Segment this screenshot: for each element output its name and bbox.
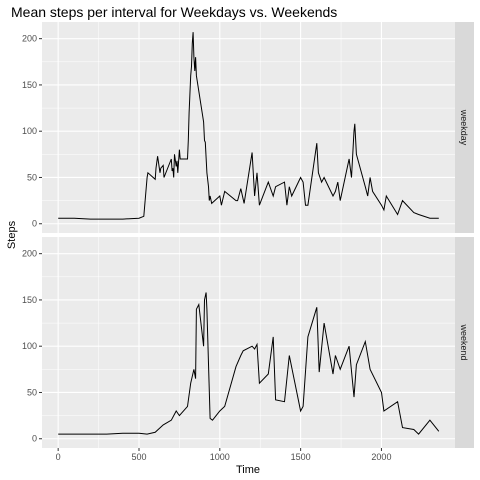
y-tick-label: 150 [22, 295, 37, 305]
y-axis-title: Steps [6, 220, 18, 249]
panel-weekday: weekday [42, 22, 474, 233]
panel-weekday-series-line [58, 32, 439, 220]
panel-weekend-background [42, 237, 455, 448]
panel-weekday-background [42, 22, 455, 233]
x-tick-label: 2000 [371, 452, 391, 462]
y-tick-label: 100 [22, 126, 37, 136]
chart-title: Mean steps per interval for Weekdays vs.… [11, 4, 337, 20]
x-axis-ticks: 0 500 1000 1500 2000 [56, 448, 391, 462]
y-axis-ticks: 0 50 100 150 200 0 50 100 150 200 [22, 34, 42, 444]
panel-weekend: weekend [42, 237, 474, 448]
y-tick-label: 0 [32, 434, 37, 444]
panel-weekend-strip-label: weekend [459, 323, 469, 360]
y-tick-label: 0 [32, 219, 37, 229]
x-tick-label: 500 [131, 452, 146, 462]
panel-weekend-strip [455, 237, 474, 448]
x-tick-label: 1500 [291, 452, 311, 462]
panel-weekday-grid [42, 22, 455, 233]
panel-weekend-series-line [58, 292, 440, 435]
y-tick-label: 100 [22, 341, 37, 351]
x-axis-title: Time [236, 464, 260, 476]
y-tick-label: 200 [22, 34, 37, 44]
x-tick-label: 0 [56, 452, 61, 462]
panel-weekday-strip [455, 22, 474, 233]
x-tick-label: 1000 [210, 452, 230, 462]
y-tick-label: 200 [22, 249, 37, 259]
y-tick-label: 150 [22, 80, 37, 90]
y-tick-label: 50 [27, 387, 37, 397]
panel-weekday-strip-label: weekday [459, 109, 469, 146]
y-tick-label: 50 [27, 172, 37, 182]
panel-weekend-grid [42, 237, 455, 448]
